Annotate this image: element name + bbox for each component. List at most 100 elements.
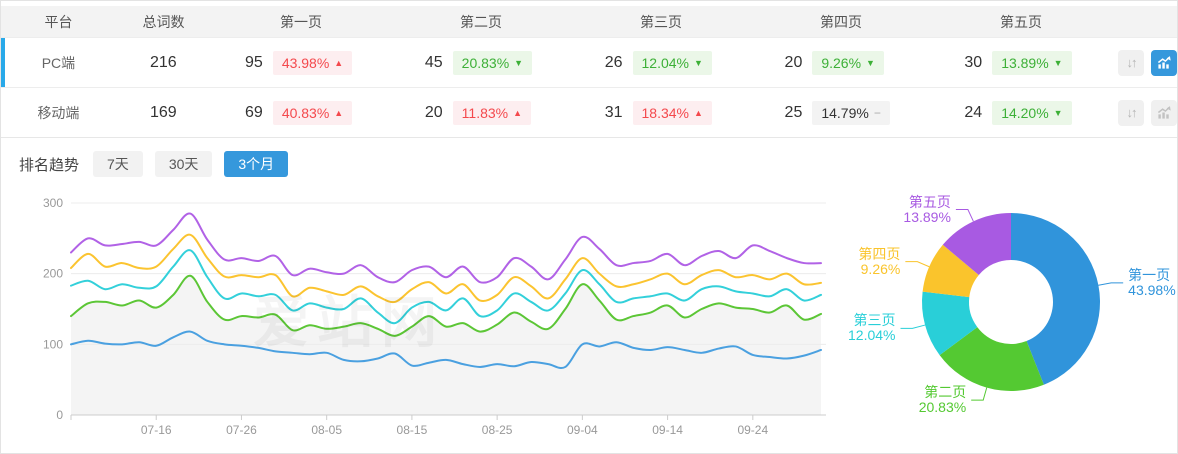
sort-arrows-icon: ↓↑	[1126, 105, 1138, 120]
x-axis-tick-label: 07-16	[141, 423, 172, 437]
change-percent: 12.04%	[641, 54, 689, 71]
platform-rank-table: 平台 总词数 第一页 第二页 第三页 第四页 第五页 PC端 216 95 43…	[1, 1, 1177, 138]
chart-icon	[1157, 106, 1171, 119]
table-row-pc[interactable]: PC端 216 95 43.98% ▲ 45 20.83% ▼ 26 12.0	[1, 37, 1177, 87]
page-count: 69	[245, 103, 263, 121]
pie-leader-line	[955, 209, 974, 222]
change-badge: 13.89% ▼	[992, 50, 1072, 75]
change-percent: 11.83%	[461, 104, 509, 121]
header-page2: 第二页	[460, 13, 502, 30]
tab-30-days[interactable]: 30天	[154, 151, 213, 177]
change-percent: 13.89%	[1001, 54, 1049, 71]
pie-label-第三页: 第三页 12.04%	[848, 312, 896, 344]
platform-label: 移动端	[37, 104, 80, 121]
change-badge: 14.20% ▼	[992, 100, 1072, 125]
chart-icon	[1157, 56, 1171, 69]
change-badge: 9.26% ▼	[812, 50, 884, 75]
page-distribution-donut[interactable]	[841, 186, 1178, 454]
page-distribution-area: 第一页 43.98% 第二页 20.83% 第三页 12.04% 第四页 9.26% 第五页 13…	[841, 186, 1178, 454]
page-count: 45	[424, 53, 443, 71]
change-badge: 40.83% ▲	[272, 100, 353, 125]
trend-line-chart[interactable]: 0 100 200 300 07-16 07-26 08-05 08-15 08-25 09-04…	[1, 186, 841, 454]
total-words-value: 169	[150, 103, 177, 121]
change-percent: 43.98%	[281, 54, 330, 71]
trend-arrow-icon: ▲	[513, 107, 523, 118]
tab-7-days[interactable]: 7天	[93, 151, 143, 177]
page-count: 30	[964, 53, 983, 71]
series-line-第三页[interactable]	[70, 249, 822, 325]
page5-cell: 30 13.89% ▼	[930, 50, 1110, 75]
pie-slice-第四页[interactable]	[922, 244, 979, 298]
page-count: 26	[604, 53, 623, 71]
trend-arrow-icon: −	[873, 105, 881, 120]
page2-cell: 45 20.83% ▼	[391, 50, 571, 75]
pie-slice-第五页[interactable]	[942, 213, 1011, 276]
sort-button[interactable]: ↓↑	[1118, 99, 1145, 126]
x-axis-tick-label: 09-04	[567, 423, 598, 437]
change-percent: 9.26%	[821, 54, 862, 71]
pie-slice-第三页[interactable]	[922, 291, 978, 356]
change-percent: 14.79%	[821, 104, 869, 121]
row-actions: ↓↑	[1110, 49, 1177, 76]
x-axis-tick-label: 08-05	[311, 423, 342, 437]
change-badge: 43.98% ▲	[272, 50, 353, 75]
trend-arrow-icon: ▼	[866, 57, 875, 68]
y-axis-tick-label: 300	[43, 196, 63, 210]
charts-row: 0 100 200 300 07-16 07-26 08-05 08-15 08-25 09-04…	[1, 186, 1178, 454]
trend-chart-button[interactable]	[1151, 99, 1177, 126]
change-badge: 20.83% ▼	[452, 50, 533, 75]
trend-arrow-icon: ▲	[334, 57, 344, 68]
table-row-mobile[interactable]: 移动端 169 69 40.83% ▲ 20 11.83% ▲ 31 18.3	[1, 87, 1177, 137]
change-percent: 20.83%	[461, 54, 510, 71]
header-page1: 第一页	[280, 13, 322, 30]
pie-leader-line	[971, 387, 988, 401]
total-words-value: 216	[150, 53, 177, 71]
pie-label-第二页: 第二页 20.83%	[918, 384, 967, 416]
pie-leader-line	[1098, 282, 1124, 286]
series-area-fill	[71, 275, 821, 415]
page1-cell: 95 43.98% ▲	[211, 50, 391, 75]
page-count: 25	[784, 103, 803, 121]
trend-arrow-icon: ▲	[334, 107, 344, 118]
trend-toolbar: 排名趋势 7天 30天 3个月	[1, 138, 1177, 186]
page-count: 20	[784, 53, 803, 71]
page3-cell: 26 12.04% ▼	[571, 50, 751, 75]
pie-leader-line	[905, 261, 930, 268]
y-axis-tick-label: 100	[43, 337, 63, 351]
change-badge: 18.34% ▲	[632, 100, 712, 125]
sort-arrows-icon: ↓↑	[1126, 55, 1138, 70]
trend-chart-button[interactable]	[1151, 49, 1177, 76]
x-axis-tick-label: 09-14	[652, 423, 683, 437]
series-line-第一页[interactable]	[70, 330, 822, 370]
series-line-第五页[interactable]	[70, 212, 822, 284]
change-percent: 40.83%	[281, 104, 330, 121]
header-page5: 第五页	[1000, 13, 1042, 30]
y-axis-tick-label: 0	[56, 408, 63, 422]
page2-cell: 20 11.83% ▲	[391, 100, 571, 125]
series-line-第四页[interactable]	[70, 233, 822, 304]
change-percent: 14.20%	[1001, 104, 1049, 121]
pie-label-第一页: 第一页 43.98%	[1128, 266, 1176, 298]
x-axis-tick-label: 07-26	[226, 423, 257, 437]
x-axis-tick-label: 08-25	[482, 423, 513, 437]
pie-slice-第二页[interactable]	[939, 327, 1044, 391]
trend-arrow-icon: ▼	[1053, 57, 1063, 68]
pie-label-第五页: 第五页 13.89%	[903, 193, 951, 225]
pie-leader-line	[900, 324, 926, 329]
trend-line-chart-area: 0 100 200 300 07-16 07-26 08-05 08-15 08-25 09-04…	[1, 186, 841, 454]
page-count: 31	[604, 103, 623, 121]
page-count: 95	[245, 53, 263, 71]
table-header-row: 平台 总词数 第一页 第二页 第三页 第四页 第五页	[1, 6, 1177, 37]
page1-cell: 69 40.83% ▲	[211, 100, 391, 125]
trend-arrow-icon: ▲	[693, 107, 703, 118]
page-count: 20	[424, 103, 443, 121]
page4-cell: 25 14.79% −	[750, 100, 930, 125]
tab-3-months[interactable]: 3个月	[224, 151, 289, 177]
x-axis-tick-label: 08-15	[397, 423, 428, 437]
pie-slice-第一页[interactable]	[1011, 213, 1100, 385]
page4-cell: 20 9.26% ▼	[750, 50, 930, 75]
trend-arrow-icon: ▼	[514, 57, 524, 68]
sort-button[interactable]: ↓↑	[1118, 49, 1145, 76]
series-line-第二页[interactable]	[70, 274, 822, 337]
